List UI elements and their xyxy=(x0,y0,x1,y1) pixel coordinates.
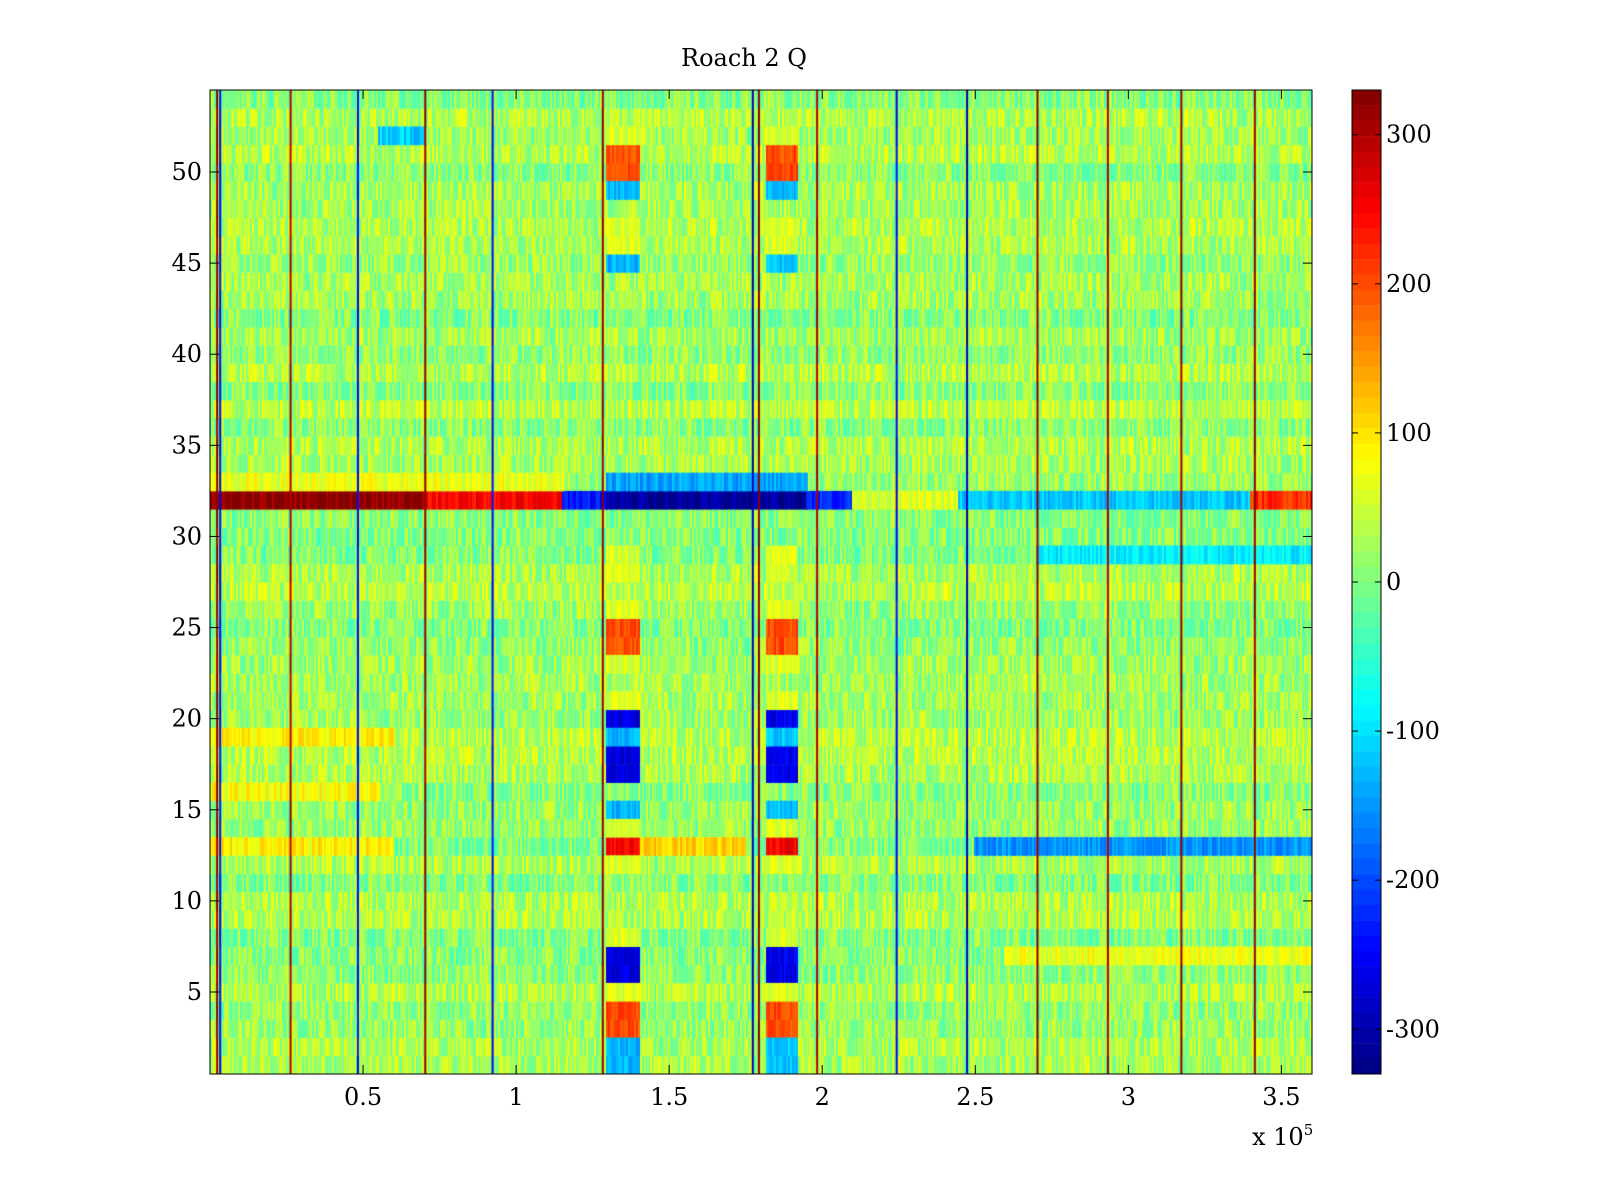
y-tick: 25 xyxy=(171,614,1312,642)
y-tick-label: 35 xyxy=(171,431,202,459)
colorbar-tick-label: 300 xyxy=(1386,121,1432,149)
x-tick: 3 xyxy=(1121,90,1136,1111)
x-exponent-superscript: 5 xyxy=(1304,1121,1314,1139)
y-tick-label: 25 xyxy=(171,614,202,642)
x-tick: 2 xyxy=(815,90,830,1111)
x-exponent-label: x 105 xyxy=(1252,1121,1313,1151)
colorbar-ticks: -300 -200 -100 0 100 200 300 xyxy=(1352,121,1440,1043)
colorbar-tick: 0 xyxy=(1352,568,1401,596)
y-axis: 5 10 15 20 25 30 35 40 45 50 xyxy=(171,158,1312,1006)
x-tick: 1.5 xyxy=(650,90,688,1111)
colorbar-tick-label: -200 xyxy=(1386,866,1440,894)
colorbar-tick: -100 xyxy=(1352,717,1440,745)
y-tick-label: 30 xyxy=(171,522,202,550)
x-tick-label: 2 xyxy=(815,1083,830,1111)
y-tick-label: 10 xyxy=(171,887,202,915)
y-tick-label: 40 xyxy=(171,340,202,368)
y-tick: 50 xyxy=(171,158,1312,186)
x-tick-label: 0.5 xyxy=(344,1083,382,1111)
x-tick: 2.5 xyxy=(956,90,994,1111)
colorbar-tick: 300 xyxy=(1352,121,1432,149)
plot-frame xyxy=(209,89,1313,1075)
x-tick-label: 1.5 xyxy=(650,1083,688,1111)
colorbar-tick-label: 200 xyxy=(1386,270,1432,298)
x-tick-label: 1 xyxy=(508,1083,523,1111)
colorbar-tick-label: -300 xyxy=(1386,1015,1440,1043)
y-tick: 35 xyxy=(171,431,1312,459)
colorbar-tick-label: -100 xyxy=(1386,717,1440,745)
x-axis: 0.5 1 1.5 2 2.5 3 3.5 xyxy=(344,90,1300,1111)
colorbar-tick-label: 100 xyxy=(1386,419,1432,447)
y-tick-label: 15 xyxy=(171,796,202,824)
y-tick: 5 xyxy=(187,978,1312,1006)
colorbar-tick: 200 xyxy=(1352,270,1432,298)
y-tick: 15 xyxy=(171,796,1312,824)
y-tick-label: 45 xyxy=(171,249,202,277)
y-tick-label: 20 xyxy=(171,705,202,733)
colorbar-tick: -300 xyxy=(1352,1015,1440,1043)
colorbar: -300 -200 -100 0 100 200 300 xyxy=(1351,89,1440,1075)
y-tick-label: 50 xyxy=(171,158,202,186)
colorbar-tick: 100 xyxy=(1352,419,1432,447)
colorbar-tick: -200 xyxy=(1352,866,1440,894)
x-tick-label: 3.5 xyxy=(1262,1083,1300,1111)
x-tick: 1 xyxy=(508,90,524,1111)
heatmap-cells xyxy=(210,90,1312,1074)
x-tick: 0.5 xyxy=(344,90,382,1111)
y-tick: 10 xyxy=(171,887,1312,915)
x-tick-label: 2.5 xyxy=(956,1083,994,1111)
y-tick: 30 xyxy=(171,522,1312,550)
x-tick: 3.5 xyxy=(1262,90,1300,1111)
y-tick-label: 5 xyxy=(187,978,202,1006)
chart-title: Roach 2 Q xyxy=(681,44,807,72)
colorbar-tick-label: 0 xyxy=(1386,568,1401,596)
y-tick: 40 xyxy=(171,340,1312,368)
x-tick-label: 3 xyxy=(1121,1083,1136,1111)
y-tick: 20 xyxy=(171,705,1312,733)
heatmap-area xyxy=(209,89,1313,1075)
y-tick: 45 xyxy=(171,249,1312,277)
